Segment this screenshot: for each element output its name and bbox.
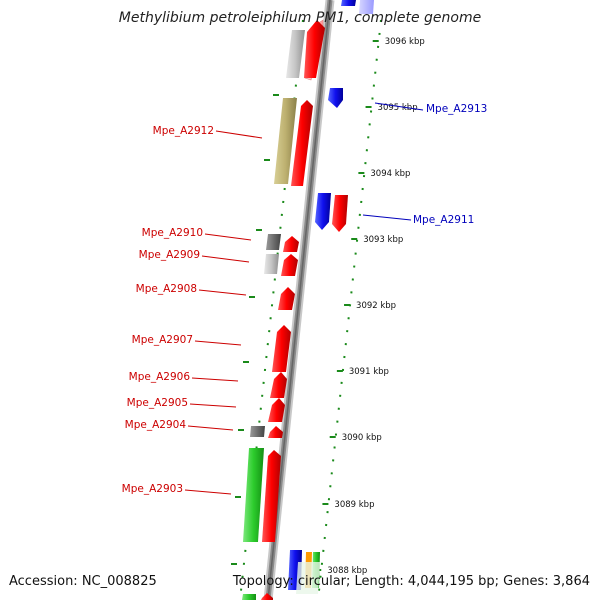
gene-mpe-a2914[interactable] — [304, 20, 325, 78]
gene-leader-line — [198, 289, 247, 296]
kbp-tick-label: 3092 kbp — [356, 301, 396, 311]
gene-top-lavender[interactable] — [359, 0, 374, 14]
gene-label-mpe-a2904[interactable]: Mpe_A2904 — [125, 419, 187, 431]
gene-mpe-a2909-gray[interactable] — [264, 254, 279, 274]
gene-mpe-a2912[interactable] — [291, 100, 313, 186]
gene-bottom-green[interactable] — [242, 594, 256, 600]
gene-mpe-a2912-olive[interactable] — [274, 98, 297, 184]
gene-bottom-red[interactable] — [261, 593, 273, 600]
gene-mpe-a2910-dark[interactable] — [266, 234, 281, 250]
genome-title: Methylibium petroleiphilum PM1, complete… — [118, 10, 482, 26]
gene-top-blue[interactable] — [341, 0, 356, 6]
kbp-tick-label: 3090 kbp — [342, 433, 382, 443]
gene-label-mpe-a2903[interactable]: Mpe_A2903 — [122, 483, 183, 495]
gene-leader-line — [374, 102, 424, 111]
kbp-tick-label: 3095 kbp — [378, 103, 418, 113]
gene-label-mpe-a2907[interactable]: Mpe_A2907 — [132, 334, 193, 346]
accession-label: Accession: NC_008825 — [9, 574, 157, 589]
gene-leader-line — [194, 340, 242, 346]
gene-label-mpe-a2906[interactable]: Mpe_A2906 — [129, 371, 191, 383]
gene-mpe-a2904[interactable] — [268, 426, 283, 438]
gene-leader-line — [184, 489, 232, 495]
gene-leader-line — [215, 130, 263, 139]
gene-leader-line — [201, 255, 250, 263]
gene-label-mpe-a2911[interactable]: Mpe_A2911 — [413, 214, 474, 226]
kbp-tick-label: 3088 kbp — [327, 566, 367, 576]
gene-mpe-a2907[interactable] — [272, 325, 291, 372]
gene-leader-line — [187, 425, 234, 431]
gene-mpe-a2910[interactable] — [283, 236, 299, 252]
inner-ring-marks — [231, 94, 279, 565]
gene-label-mpe-a2905[interactable]: Mpe_A2905 — [127, 397, 188, 409]
gene-label-mpe-a2912[interactable]: Mpe_A2912 — [153, 125, 214, 137]
gene-mpe-a2908[interactable] — [278, 287, 295, 310]
gene-leader-line — [204, 233, 252, 241]
gene-label-mpe-a2910[interactable]: Mpe_A2910 — [142, 227, 203, 239]
gene-mpe-a2909[interactable] — [281, 254, 298, 276]
gene-leader-line — [189, 403, 237, 408]
topology-label: Topology: circular; Length: 4,044,195 bp… — [232, 574, 590, 589]
gene-mpe-a2904-dark[interactable] — [250, 426, 265, 437]
kbp-tick-label: 3096 kbp — [385, 37, 425, 47]
kbp-tick-label: 3089 kbp — [334, 500, 374, 510]
gene-mpe-a2905[interactable] — [268, 398, 285, 422]
gene-label-mpe-a2909[interactable]: Mpe_A2909 — [139, 249, 200, 261]
gene-label-mpe-a2908[interactable]: Mpe_A2908 — [136, 283, 197, 295]
gene-mpe-a2906[interactable] — [270, 372, 287, 398]
gene-mpe-a2903[interactable] — [262, 450, 281, 542]
gene-leader-line — [362, 214, 412, 221]
gene-mpe-a2913[interactable] — [328, 88, 343, 108]
genes — [242, 19, 325, 600]
gene-gray-upper[interactable] — [286, 30, 305, 78]
backbone — [263, 0, 335, 600]
gene-bottom-pale[interactable] — [296, 562, 320, 594]
reverse-genes — [288, 0, 374, 594]
gene-mpe-a2903-green[interactable] — [243, 448, 264, 542]
gene-leader-line — [191, 377, 239, 382]
gene-mpe-a2911[interactable] — [332, 195, 348, 232]
kbp-tick-label: 3093 kbp — [363, 235, 403, 245]
gene-mpe-a2911-blue[interactable] — [315, 193, 331, 230]
gene-label-mpe-a2913[interactable]: Mpe_A2913 — [426, 103, 487, 115]
kbp-tick-label: 3091 kbp — [349, 367, 389, 377]
kbp-tick-label: 3094 kbp — [370, 169, 410, 179]
